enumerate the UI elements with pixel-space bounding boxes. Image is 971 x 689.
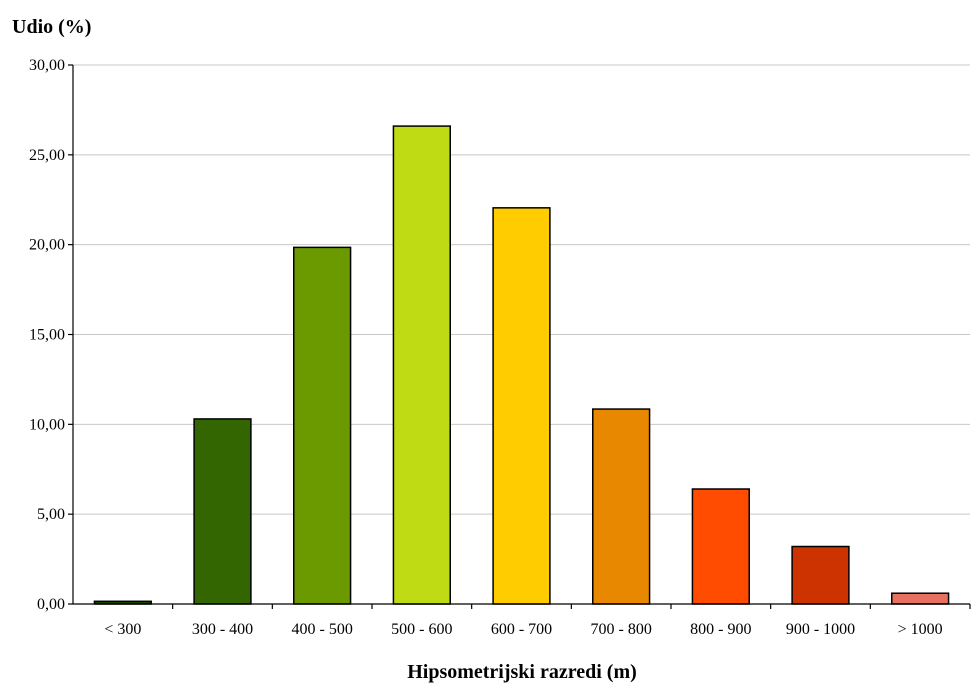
y-tick-label: 30,00: [29, 57, 65, 74]
x-tick-label: 900 - 1000: [786, 621, 855, 638]
x-tick-label: < 300: [104, 621, 141, 638]
x-tick-label: 700 - 800: [591, 621, 652, 638]
bar: [293, 246, 352, 605]
y-tick-label: 10,00: [29, 416, 65, 433]
y-tick-label: 5,00: [37, 506, 65, 523]
y-tick-label: 20,00: [29, 237, 65, 254]
bar: [392, 125, 451, 605]
y-tick-label: 0,00: [37, 596, 65, 613]
y-axis-ticks: 0,00 5,00 10,00 15,00 20,00 25,00 30,00: [29, 57, 73, 613]
bar: [691, 488, 750, 605]
x-axis-ticks: < 300 300 - 400 400 - 500 500 - 600 600 - 70…: [104, 604, 971, 638]
x-tick-label: > 1000: [898, 621, 943, 638]
x-tick-label: 300 - 400: [192, 621, 253, 638]
x-axis-label: Hipsometrijski razredi (m): [407, 661, 637, 683]
bar: [791, 545, 850, 605]
bar: [592, 408, 651, 605]
x-tick-label: 800 - 900: [690, 621, 751, 638]
bar: [492, 207, 551, 605]
y-tick-label: 15,00: [29, 327, 65, 344]
x-tick-label: 500 - 600: [391, 621, 452, 638]
y-axis-label: Udio (%): [12, 16, 91, 38]
y-tick-label: 25,00: [29, 147, 65, 164]
bars: [93, 125, 950, 605]
bar: [193, 418, 252, 605]
bar: [891, 592, 950, 605]
x-tick-label: 600 - 700: [491, 621, 552, 638]
x-tick-label: 400 - 500: [292, 621, 353, 638]
